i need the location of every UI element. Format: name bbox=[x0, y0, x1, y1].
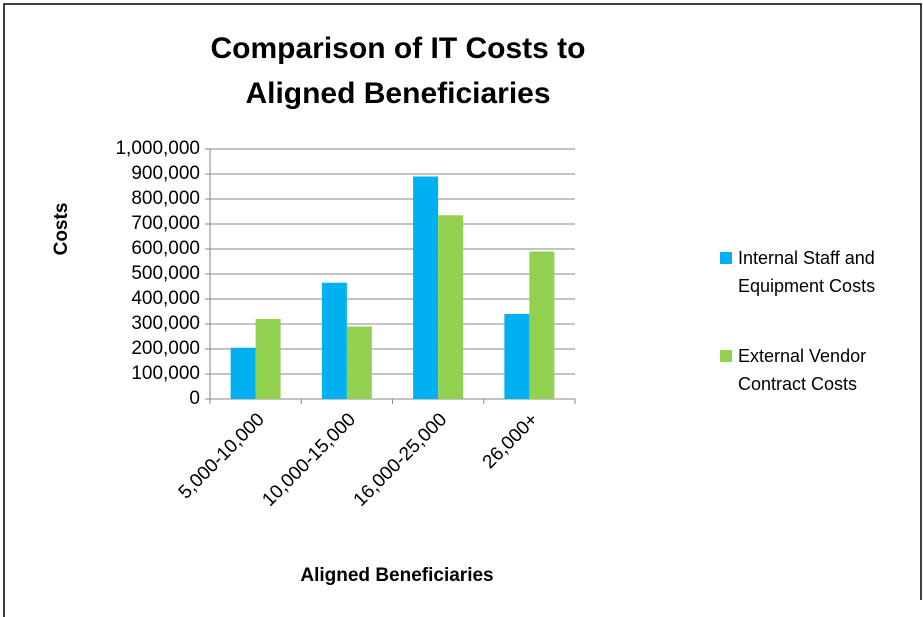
bar bbox=[504, 314, 530, 399]
legend-swatch bbox=[720, 252, 732, 264]
bar bbox=[230, 347, 256, 399]
bar bbox=[529, 251, 555, 399]
y-tick-label: 300,000 bbox=[131, 313, 200, 334]
bar bbox=[255, 319, 281, 399]
bar bbox=[321, 282, 347, 399]
y-tick-label: 700,000 bbox=[131, 213, 200, 234]
x-tick-label: 10,000-15,000 bbox=[258, 409, 360, 511]
y-tick-label: 500,000 bbox=[131, 263, 200, 284]
frame bbox=[3, 3, 922, 617]
y-axis-title: Costs bbox=[51, 203, 72, 256]
y-tick-label: 400,000 bbox=[131, 288, 200, 309]
y-tick-label: 0 bbox=[189, 388, 200, 409]
x-tick-label: 5,000-10,000 bbox=[175, 409, 269, 503]
x-axis-title: Aligned Beneficiaries bbox=[300, 565, 493, 586]
bar bbox=[346, 326, 372, 399]
y-tick-label: 1,000,000 bbox=[115, 138, 200, 159]
x-tick-label: 16,000-25,000 bbox=[350, 409, 452, 511]
bar bbox=[413, 176, 439, 399]
y-tick-label: 600,000 bbox=[131, 238, 200, 259]
bar bbox=[438, 215, 464, 399]
legend-item: External Vendor Contract Costs bbox=[720, 342, 900, 398]
legend-swatch bbox=[720, 350, 732, 362]
legend-label: Internal Staff and Equipment Costs bbox=[738, 248, 876, 296]
y-tick-label: 100,000 bbox=[131, 363, 200, 384]
y-tick-label: 800,000 bbox=[131, 188, 200, 209]
x-tick-label: 26,000+ bbox=[479, 409, 543, 473]
y-tick-label: 200,000 bbox=[131, 338, 200, 359]
legend-item: Internal Staff and Equipment Costs bbox=[720, 244, 900, 300]
y-tick-label: 900,000 bbox=[131, 163, 200, 184]
legend-label: External Vendor Contract Costs bbox=[738, 346, 867, 394]
chart-title: Comparison of IT Costs to Aligned Benefi… bbox=[210, 32, 586, 110]
